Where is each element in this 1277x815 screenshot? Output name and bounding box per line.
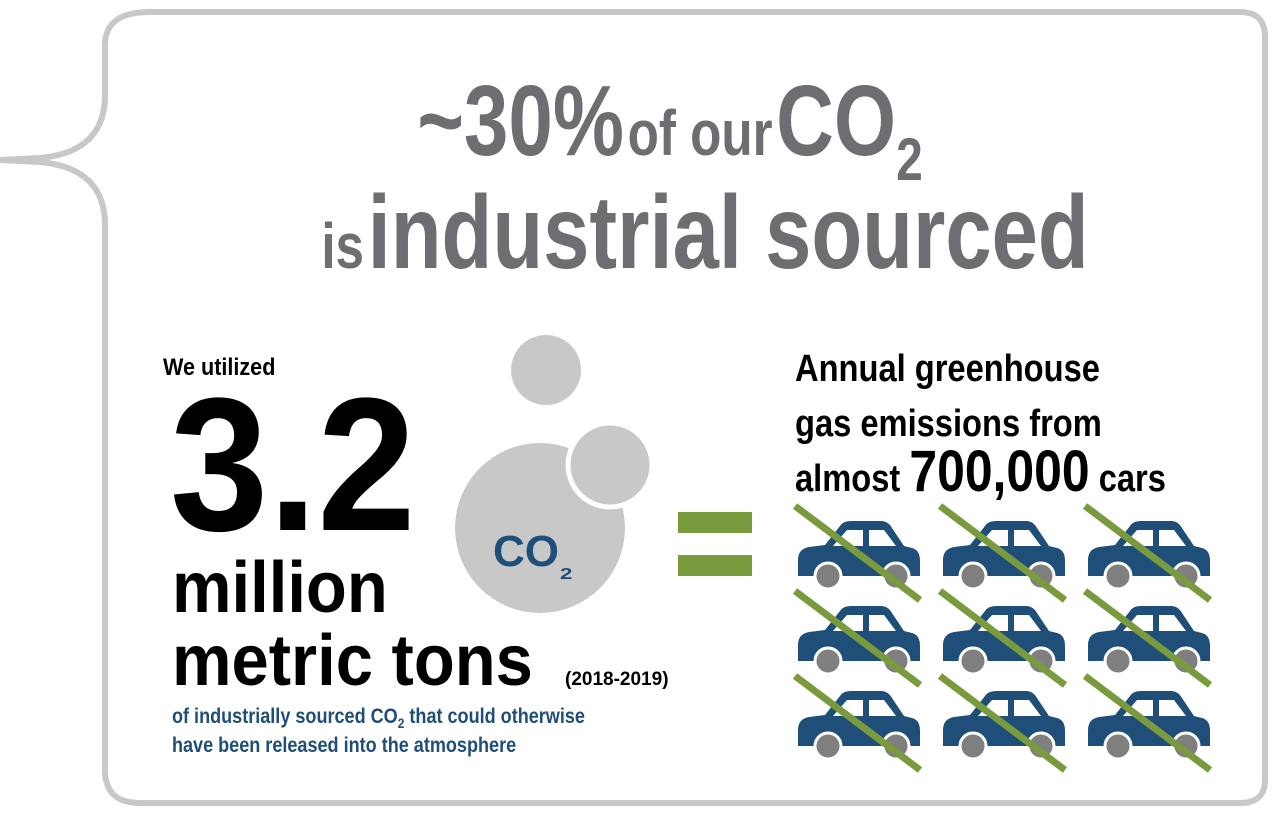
car <box>792 503 923 603</box>
note-2: have been released into the atmosphere <box>172 734 516 758</box>
strike <box>1082 673 1213 773</box>
car <box>937 503 1068 603</box>
car-window <box>1159 700 1186 716</box>
million: million <box>172 547 388 628</box>
right-2: gas emissions from <box>795 402 1102 445</box>
wheel <box>1103 731 1133 761</box>
wheel <box>958 561 988 591</box>
intro: We utilized <box>163 353 275 380</box>
bubble-sub: ₂ <box>559 549 573 585</box>
car-window <box>1159 615 1186 631</box>
right-1: Annual greenhouse <box>795 347 1100 390</box>
car-window <box>1159 530 1186 546</box>
strike <box>792 673 923 773</box>
wheel <box>958 731 988 761</box>
headline-2: is industrial sourced <box>321 174 1088 290</box>
car <box>1082 503 1213 603</box>
strike <box>1082 588 1213 688</box>
strike <box>937 673 1068 773</box>
wheel <box>1103 646 1133 676</box>
strike <box>1082 503 1213 603</box>
sub: 2 <box>896 126 923 193</box>
car <box>1082 588 1213 688</box>
note-post: that could otherwise <box>404 705 585 729</box>
note-1: of industrially sourced CO2 that could o… <box>172 705 585 731</box>
industrial-sourced: industrial sourced <box>368 174 1089 290</box>
car-grid <box>792 503 1213 773</box>
is: is <box>321 212 364 283</box>
equals-bottom <box>678 555 752 576</box>
frame <box>0 9 1268 806</box>
car-window <box>1014 700 1041 716</box>
big-number: 3.2 <box>170 358 416 570</box>
strike <box>792 588 923 688</box>
note-sub: 2 <box>398 715 405 731</box>
car <box>792 588 923 688</box>
equals-top <box>678 512 752 533</box>
car-window <box>869 530 896 546</box>
metric-tons: metric tons <box>172 620 533 701</box>
wheel <box>813 731 843 761</box>
bubble-small <box>511 335 581 405</box>
car <box>937 673 1068 773</box>
car-window <box>1014 530 1041 546</box>
car-window <box>869 615 896 631</box>
co: CO <box>776 66 896 178</box>
car-window <box>1014 615 1041 631</box>
strike <box>937 588 1068 688</box>
headline-1: ~30% of our CO2 <box>417 66 923 194</box>
strike <box>937 503 1068 603</box>
of-our: of our <box>628 99 773 170</box>
cars: cars <box>1090 457 1166 500</box>
bubble-co: CO <box>493 527 559 576</box>
bubble-mid <box>565 420 655 510</box>
note-pre: of industrially sourced CO <box>172 705 398 729</box>
strike <box>792 503 923 603</box>
car <box>792 673 923 773</box>
cars-number: 700,000 <box>909 440 1089 504</box>
car <box>1082 673 1213 773</box>
car <box>937 588 1068 688</box>
wheel <box>958 646 988 676</box>
percent: ~30% <box>417 66 624 178</box>
right-3: almost 700,000 cars <box>795 440 1166 504</box>
car-window <box>869 700 896 716</box>
period: (2018-2019) <box>565 669 669 690</box>
wheel <box>1103 561 1133 591</box>
almost: almost <box>795 457 909 500</box>
wheel <box>813 561 843 591</box>
bubble-label: CO₂ <box>493 527 573 585</box>
wheel <box>813 646 843 676</box>
